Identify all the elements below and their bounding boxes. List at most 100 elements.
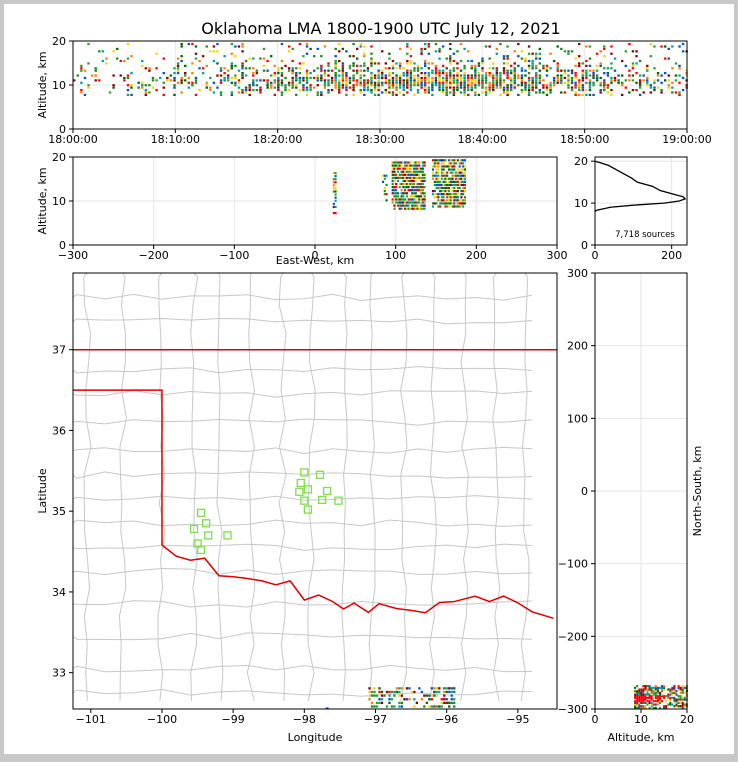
time-density-cell (345, 72, 348, 75)
time-density-cell (560, 79, 563, 82)
time-density-cell (424, 74, 427, 77)
time-density-cell (466, 84, 470, 87)
ew-density-cell (456, 196, 459, 199)
time-density-cell (599, 76, 602, 80)
time-density-cell (638, 74, 642, 77)
ew-altitude-cells (332, 159, 467, 215)
ns-density-cell (673, 685, 676, 688)
ew-density-cell (418, 170, 421, 173)
ns-density-cell (652, 703, 655, 706)
ns-density-cell (661, 700, 664, 703)
time-density-cell (287, 50, 291, 53)
time-density-cell (277, 72, 280, 75)
ew-density-cell (416, 204, 419, 207)
ns-density-cell (654, 706, 657, 709)
ns-density-cell (677, 685, 680, 688)
time-density-cell (320, 74, 323, 77)
ew-density-cell (453, 174, 456, 177)
time-density-cell (552, 59, 556, 63)
lma-station-marker (317, 495, 327, 505)
map-axes-box (72, 272, 558, 710)
time-density-cell (212, 59, 216, 63)
time-density-cell (223, 72, 226, 75)
ns-density-cell (681, 706, 684, 709)
time-density-cell (148, 84, 151, 87)
time-density-cell (377, 74, 380, 77)
time-density-cell (348, 81, 352, 84)
time-density-cell (359, 84, 362, 87)
ew-density-cell (391, 161, 394, 164)
time-density-cell (506, 57, 509, 60)
time-density-cell (295, 79, 298, 82)
ew-density-cell (440, 183, 443, 187)
map-density-cell (450, 694, 453, 697)
time-density-cell (144, 93, 148, 96)
ew-density-cell (442, 180, 445, 183)
time-density-cell (370, 62, 373, 65)
time-density-cell (427, 72, 430, 75)
time-density-cell (427, 76, 430, 80)
time-density-cell (416, 91, 420, 94)
time-density-cell (527, 88, 531, 92)
time-density-cell (509, 84, 513, 87)
time-density-cell (255, 88, 259, 92)
time-density-cell (610, 52, 613, 55)
map-density-cell (373, 687, 376, 690)
ns-density-cell (681, 690, 684, 693)
time-density-cell (610, 45, 613, 48)
time-density-cell (474, 69, 477, 72)
time-density-cell (377, 86, 380, 89)
ns-density-cell (677, 688, 680, 691)
ew-density-cell (421, 207, 424, 210)
map-density-cell (418, 687, 421, 690)
ew-density-cell (453, 183, 456, 187)
ns-y-tick-label: −200 (558, 630, 588, 643)
time-density-cell (295, 76, 298, 80)
ns-density-cell (675, 698, 678, 701)
time-density-cell (413, 69, 416, 72)
ew-density-cell (451, 171, 454, 174)
map-density-cell (400, 694, 404, 697)
ew-density-cell (334, 190, 337, 193)
time-density-cell (538, 57, 542, 60)
time-density-cell (495, 86, 499, 89)
ns-density-cell (640, 691, 643, 694)
lma-station-marker (296, 478, 305, 488)
time-density-cell (427, 91, 430, 94)
time-density-cell (327, 81, 330, 84)
time-density-cell (287, 67, 291, 70)
time-density-cell (402, 81, 405, 84)
ew-density-cell (409, 201, 412, 204)
time-density-cell (155, 79, 158, 82)
time-density-cell (599, 62, 602, 65)
time-density-cell (219, 91, 223, 94)
time-density-cell (205, 84, 208, 87)
time-density-cell (363, 93, 366, 96)
ew-density-cell (411, 179, 414, 183)
map-density-cell (400, 687, 404, 690)
ew-density-cell (407, 173, 410, 176)
county-line (73, 366, 533, 374)
time-density-cell (531, 79, 534, 82)
map-density-cell (453, 687, 456, 690)
time-density-cell (370, 64, 373, 67)
time-density-cell (474, 74, 477, 77)
time-density-cell (112, 86, 115, 89)
time-density-cell (463, 93, 466, 96)
time-density-cell (459, 69, 463, 72)
time-density-cell (588, 84, 592, 87)
ns-density-cell (665, 700, 668, 703)
time-density-cell (449, 79, 452, 82)
ew-density-cell (404, 201, 407, 204)
time-density-cell (244, 86, 248, 89)
time-density-cell (556, 69, 559, 72)
ns-density-cell (656, 688, 659, 691)
time-density-cell (517, 84, 520, 87)
map-density-cell (385, 690, 389, 694)
time-density-cell (445, 81, 448, 84)
time-density-cell (355, 84, 359, 87)
time-density-cell (198, 59, 201, 63)
ew-density-cell (393, 164, 396, 167)
ns-density-cell (679, 691, 682, 694)
time-density-cell (409, 86, 413, 89)
